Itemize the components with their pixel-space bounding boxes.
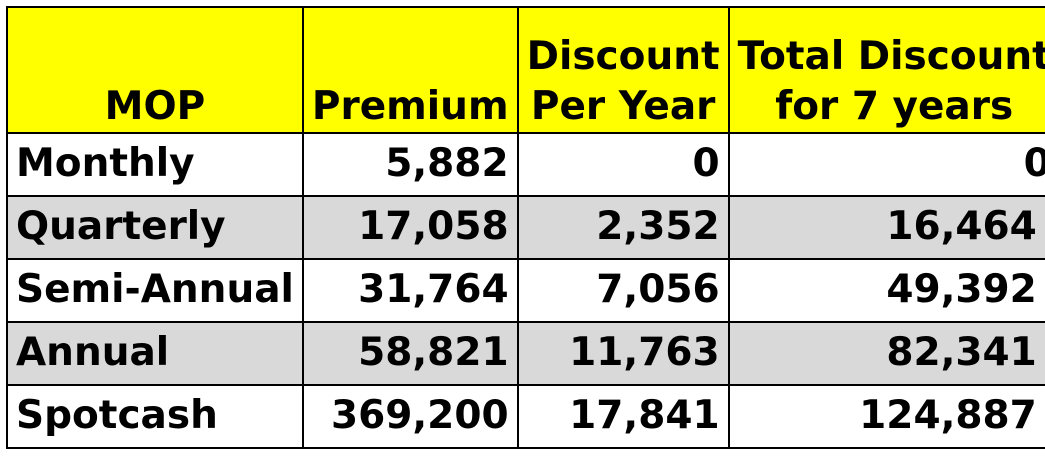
cell-premium[interactable]: 369,200 (301, 384, 519, 449)
header-total-line1: Total Discount (737, 34, 1045, 80)
header-premium-text: Premium (311, 84, 509, 130)
cell-discount[interactable]: 2,352 (516, 195, 730, 260)
cell-total[interactable]: 0 (727, 132, 1045, 197)
cell-total[interactable]: 49,392 (727, 258, 1045, 323)
table-row-spotcash: Spotcash 369,200 17,841 124,887 (6, 384, 1045, 449)
cell-premium[interactable]: 5,882 (301, 132, 519, 197)
cell-total[interactable]: 82,341 (727, 321, 1045, 386)
cell-discount[interactable]: 0 (516, 132, 730, 197)
cell-premium[interactable]: 17,058 (301, 195, 519, 260)
table-row-semi-annual: Semi-Annual 31,764 7,056 49,392 (6, 258, 1045, 323)
header-discount-line1: Discount (526, 34, 720, 80)
header-premium[interactable]: Premium (301, 6, 519, 134)
header-row: MOP Premium Discount Per Year Total Disc… (6, 6, 1045, 134)
table-row-annual: Annual 58,821 11,763 82,341 (6, 321, 1045, 386)
cell-total[interactable]: 124,887 (727, 384, 1045, 449)
mop-discount-table: MOP Premium Discount Per Year Total Disc… (6, 6, 1045, 449)
cell-mop[interactable]: Spotcash (6, 384, 304, 449)
cell-discount[interactable]: 7,056 (516, 258, 730, 323)
cell-mop[interactable]: Monthly (6, 132, 304, 197)
header-total-line2: for 7 years (775, 84, 1014, 130)
cell-discount[interactable]: 17,841 (516, 384, 730, 449)
cell-mop[interactable]: Semi-Annual (6, 258, 304, 323)
header-discount-per-year[interactable]: Discount Per Year (516, 6, 730, 134)
header-discount-line2: Per Year (530, 84, 716, 130)
cell-premium[interactable]: 58,821 (301, 321, 519, 386)
cell-premium[interactable]: 31,764 (301, 258, 519, 323)
table-row-quarterly: Quarterly 17,058 2,352 16,464 (6, 195, 1045, 260)
table-row-monthly: Monthly 5,882 0 0 (6, 132, 1045, 197)
cell-total[interactable]: 16,464 (727, 195, 1045, 260)
cell-mop[interactable]: Quarterly (6, 195, 304, 260)
cell-discount[interactable]: 11,763 (516, 321, 730, 386)
cell-mop[interactable]: Annual (6, 321, 304, 386)
header-mop[interactable]: MOP (6, 6, 304, 134)
header-mop-text: MOP (104, 84, 206, 130)
header-total-discount[interactable]: Total Discount for 7 years (727, 6, 1045, 134)
